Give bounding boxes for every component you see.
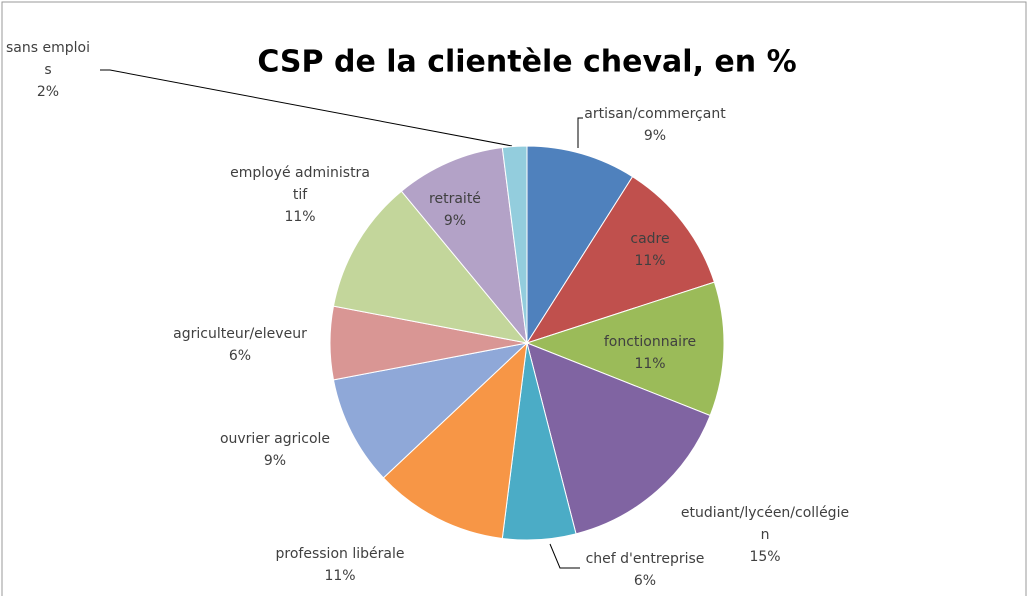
data-label: agriculteur/eleveur 6% [145, 323, 335, 367]
data-label: employé administratif 11% [230, 162, 370, 228]
data-label: ouvrier agricole 9% [195, 428, 355, 472]
pie-slice [526, 145, 634, 345]
pie-slice [501, 145, 528, 344]
value-label: 15% [749, 549, 781, 565]
data-label: etudiant/lycéen/collégien 15% [680, 502, 850, 568]
category-name: agriculteur/eleveur [173, 326, 307, 342]
leader-line [100, 69, 513, 147]
category-name: artisan/commerçant [584, 106, 726, 122]
data-label: retraité 9% [415, 188, 495, 232]
pie-slice [526, 342, 711, 535]
value-label: 6% [228, 348, 252, 364]
category-name: ouvrier agricole [219, 431, 331, 447]
pie-slice [382, 341, 528, 540]
value-label: 6% [633, 573, 657, 589]
category-name: fonctionnaire [603, 334, 697, 350]
value-label: 2% [36, 84, 60, 100]
leader-line [549, 543, 580, 569]
value-label: 9% [443, 213, 467, 229]
value-label: 11% [284, 209, 316, 225]
value-label: 11% [634, 356, 666, 372]
chart-title: CSP de la clientèle cheval, en % [257, 44, 797, 80]
value-label: 9% [643, 128, 667, 144]
value-label: 9% [263, 453, 287, 469]
category-name: sans emplois [6, 40, 90, 78]
category-name: employé administratif [230, 165, 370, 203]
pie-slice [332, 190, 529, 344]
data-label: artisan/commerçant 9% [565, 103, 745, 147]
category-name: chef d'entreprise [585, 551, 705, 567]
category-name: retraité [429, 191, 481, 207]
data-label: profession libérale 11% [250, 543, 430, 587]
category-name: cadre [630, 231, 670, 247]
pie-slice [525, 175, 715, 344]
pie-slice [525, 281, 725, 417]
data-label: fonctionnaire 11% [580, 331, 720, 375]
pie-slice [400, 146, 528, 345]
value-label: 11% [634, 253, 666, 269]
leader-line [577, 117, 583, 148]
category-name: profession libérale [275, 546, 405, 562]
data-label: chef d'entreprise 6% [565, 548, 725, 592]
data-label: cadre 11% [610, 228, 690, 272]
pie-slice [332, 342, 529, 479]
data-label: sans emplois 2% [3, 37, 93, 103]
value-label: 11% [324, 568, 356, 584]
category-name: etudiant/lycéen/collégien [680, 505, 850, 543]
